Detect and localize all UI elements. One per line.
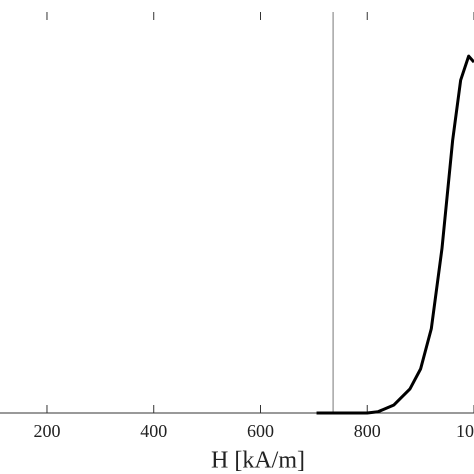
- x-tick-label: 800: [354, 421, 381, 441]
- data-line: [316, 54, 474, 415]
- x-axis-label: H [kA/m]: [211, 448, 305, 474]
- x-tick-label: 600: [247, 421, 274, 441]
- x-tick-label: 400: [140, 421, 167, 441]
- x-tick-label: 200: [33, 421, 60, 441]
- x-tick-label: 1000: [456, 421, 474, 441]
